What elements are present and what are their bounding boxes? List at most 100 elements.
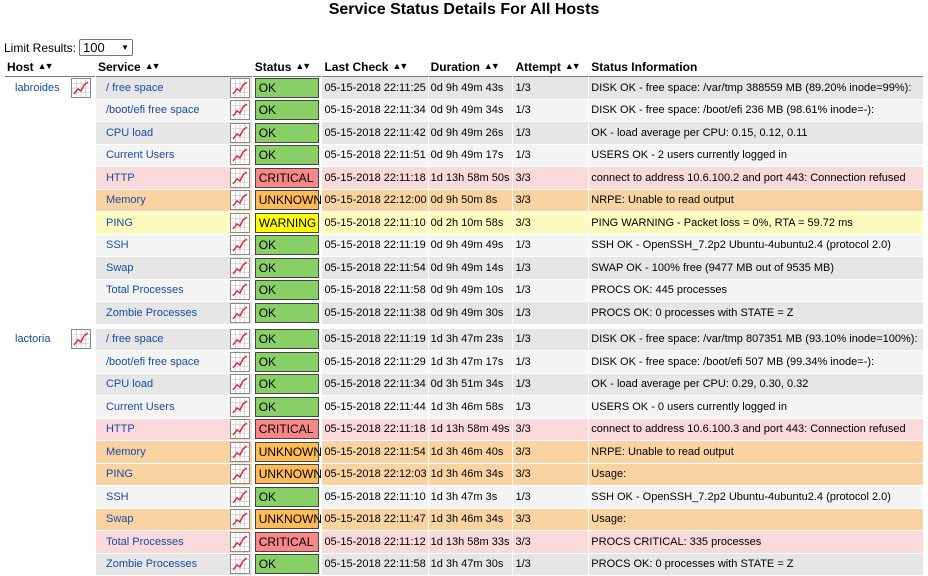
graph-icon[interactable] [230,509,250,529]
column-header-duration[interactable]: Duration ▲▼ [429,58,513,77]
service-wrap: HTTP [98,419,250,439]
graph-icon[interactable] [230,235,250,255]
service-cell: /boot/efi free space [96,100,252,123]
graph-icon[interactable] [71,329,91,349]
status-cell: CRITICAL [253,531,322,554]
service-link[interactable]: Zombie Processes [106,307,197,319]
sort-arrows-icon[interactable]: ▲▼ [295,61,309,71]
graph-icon[interactable] [230,145,250,165]
last-check-cell: 05-15-2018 22:11:10 [322,212,427,235]
service-link[interactable]: SSH [106,491,129,503]
graph-icon[interactable] [230,442,250,462]
service-wrap: CPU load [98,123,250,143]
status-info-cell: USERS OK - 2 users currently logged in [589,145,923,168]
graph-icon[interactable] [230,258,250,278]
service-link[interactable]: /boot/efi free space [106,104,200,116]
service-link[interactable]: Swap [106,513,134,525]
status-cell: OK [253,329,322,352]
service-link[interactable]: CPU load [106,127,153,139]
host-cell [5,419,95,442]
service-link[interactable]: HTTP [106,172,135,184]
column-header-service[interactable]: Service▲▼ [96,58,252,77]
service-link[interactable]: PING [106,468,133,480]
sort-arrows-icon[interactable]: ▲▼ [38,61,52,71]
sort-arrows-icon[interactable]: ▲▼ [392,61,406,71]
last-check-cell: 05-15-2018 22:11:58 [322,280,427,303]
graph-icon[interactable] [230,374,250,394]
service-cell: PING [96,464,252,487]
duration-cell: 0d 9h 49m 26s [429,122,513,145]
graph-icon[interactable] [230,554,250,574]
column-header-status[interactable]: Status▲▼ [253,58,322,77]
graph-icon[interactable] [71,78,91,98]
service-cell: / free space [96,329,252,352]
host-cell [5,531,95,554]
graph-icon[interactable] [230,303,250,323]
graph-icon[interactable] [230,190,250,210]
service-cell: /boot/efi free space [96,351,252,374]
service-link[interactable]: Current Users [106,149,174,161]
service-link[interactable]: Total Processes [106,284,184,296]
last-check-cell: 05-15-2018 22:11:34 [322,100,427,123]
graph-icon[interactable] [230,464,250,484]
service-wrap: Zombie Processes [98,303,250,323]
limit-results-select[interactable]: 100 ▼ [79,39,133,56]
service-link[interactable]: PING [106,217,133,229]
status-badge: OK [255,78,320,98]
limit-results: Limit Results: 100 ▼ [4,39,133,56]
duration-cell: 0d 9h 49m 14s [429,257,513,280]
host-link[interactable]: lactoria [15,333,50,345]
graph-icon[interactable] [230,419,250,439]
service-link[interactable]: Zombie Processes [106,558,197,570]
status-badge: UNKNOWN [255,442,320,462]
graph-icon[interactable] [230,487,250,507]
status-badge: OK [255,397,320,417]
graph-icon[interactable] [230,78,250,98]
service-link[interactable]: HTTP [106,423,135,435]
last-check-cell: 05-15-2018 22:11:42 [322,122,427,145]
service-link[interactable]: Swap [106,262,134,274]
graph-icon[interactable] [230,213,250,233]
graph-icon[interactable] [230,329,250,349]
service-link[interactable]: Memory [106,194,146,206]
service-link[interactable]: CPU load [106,378,153,390]
graph-icon[interactable] [230,352,250,372]
sort-arrows-icon[interactable]: ▲▼ [484,61,498,71]
service-link[interactable]: SSH [106,239,129,251]
duration-cell: 0d 9h 50m 8s [429,190,513,213]
column-header-host[interactable]: Host▲▼ [5,58,95,77]
graph-icon[interactable] [230,280,250,300]
column-header-label: Duration [431,60,480,74]
graph-icon[interactable] [230,168,250,188]
status-info-cell: PROCS OK: 0 processes with STATE = Z [589,302,923,325]
service-link[interactable]: / free space [106,82,163,94]
host-link[interactable]: labroides [15,82,60,94]
graph-icon[interactable] [230,532,250,552]
service-wrap: PING [98,213,250,233]
status-info-cell: Usage: [589,464,923,487]
column-header-attempt[interactable]: Attempt▲▼ [513,58,588,77]
service-link[interactable]: Current Users [106,401,174,413]
service-link[interactable]: / free space [106,333,163,345]
status-badge: OK [255,145,320,165]
column-header-last-check[interactable]: Last Check▲▼ [322,58,427,77]
host-cell [5,167,95,190]
sort-arrows-icon[interactable]: ▲▼ [145,61,159,71]
sort-arrows-icon[interactable]: ▲▼ [565,61,579,71]
service-link[interactable]: /boot/efi free space [106,356,200,368]
service-cell: HTTP [96,419,252,442]
status-info-cell: DISK OK - free space: /boot/efi 236 MB (… [589,100,923,123]
column-header-status-information: Status Information [589,58,923,77]
graph-icon[interactable] [230,123,250,143]
attempt-cell: 1/3 [513,351,588,374]
duration-cell: 1d 3h 46m 58s [429,396,513,419]
graph-icon[interactable] [230,100,250,120]
graph-icon[interactable] [230,397,250,417]
service-link[interactable]: Total Processes [106,536,184,548]
service-link[interactable]: Memory [106,446,146,458]
